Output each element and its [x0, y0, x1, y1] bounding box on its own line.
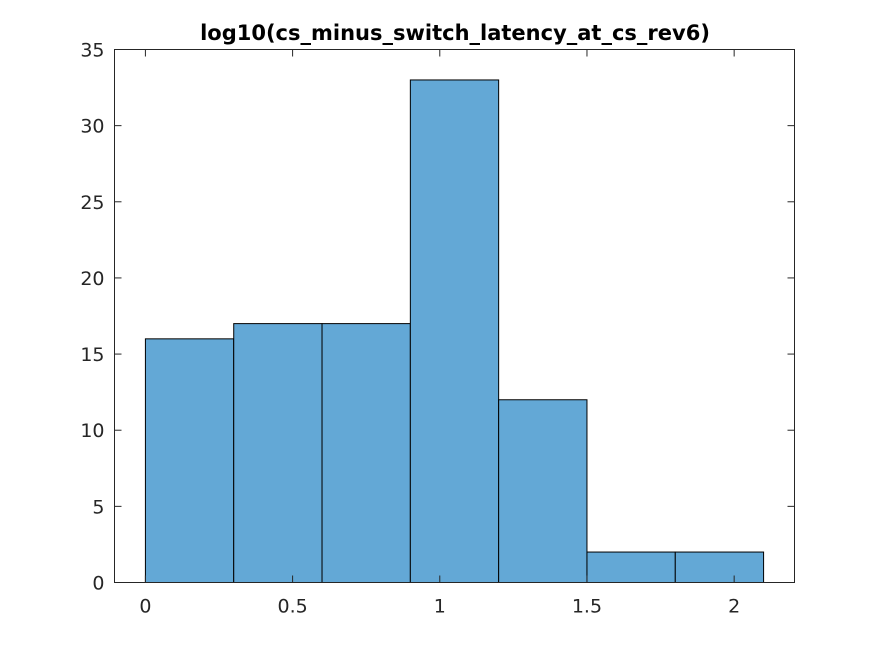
- x-tick-label: 0: [139, 596, 151, 618]
- histogram-bar-7: [674, 551, 765, 583]
- y-tick-label: 25: [80, 192, 104, 214]
- x-tick-label: 1: [434, 596, 446, 618]
- histogram-bar-5: [498, 399, 588, 583]
- bars-group: [144, 79, 765, 584]
- y-tick-label: 5: [92, 496, 104, 518]
- histogram-bar-4: [409, 79, 500, 583]
- y-tick-label: 0: [92, 573, 104, 595]
- histogram-bar-6: [586, 551, 676, 583]
- x-tick-label: 1.5: [572, 596, 602, 618]
- x-tick-label: 0.5: [277, 596, 307, 618]
- y-tick-label: 30: [80, 116, 104, 138]
- y-tick-label: 10: [80, 420, 104, 442]
- y-axis: 0 5 10 15 20 25 30 35: [80, 40, 795, 595]
- x-tick-label: 2: [728, 596, 740, 618]
- y-tick-label: 20: [80, 268, 104, 290]
- x-axis: 0 0.5 1 1.5 2: [139, 49, 740, 618]
- histogram-bar-2: [233, 323, 323, 583]
- chart-title: log10(cs_minus_switch_latency_at_cs_rev6…: [200, 21, 710, 45]
- histogram-bar-1: [144, 338, 235, 584]
- histogram-bar-3: [321, 323, 411, 583]
- y-tick-label: 35: [80, 40, 104, 62]
- axes-box: [114, 49, 795, 583]
- y-tick-label: 15: [80, 344, 104, 366]
